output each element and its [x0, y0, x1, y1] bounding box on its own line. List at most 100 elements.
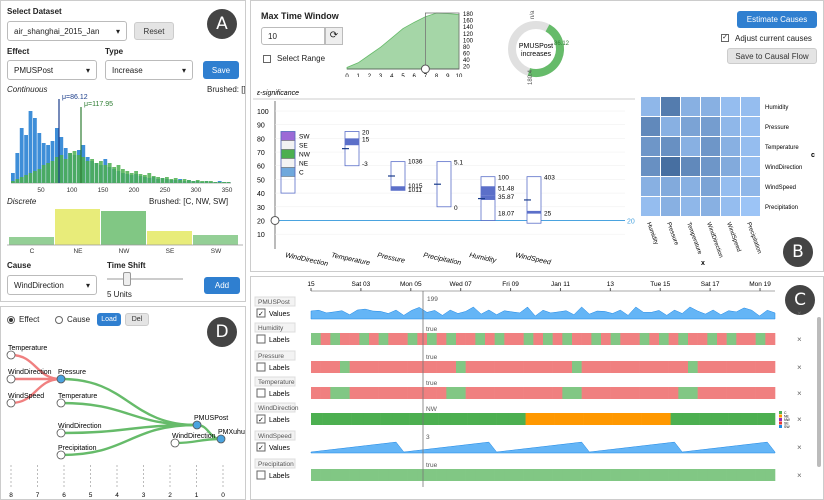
label-segment [630, 387, 640, 399]
label-segment [606, 413, 613, 425]
range-y-tick: 120 [463, 32, 474, 38]
label-segment [359, 333, 370, 345]
reset-button[interactable]: Reset [134, 22, 174, 40]
label-segment [525, 413, 532, 425]
range-x-tick: 8 [435, 74, 439, 77]
label-segment [543, 333, 553, 345]
legend-swatch [280, 131, 296, 141]
label-segment [485, 413, 492, 425]
continuous-histogram[interactable]: μ=86.12μ=117.95 50 100 150 200 250 300 350 [7, 93, 243, 201]
label-segment [504, 333, 515, 345]
hist-bar-blue [24, 135, 28, 183]
discrete-label: Discrete [7, 197, 37, 206]
label-segment [320, 333, 331, 345]
hist-bar-green [143, 175, 147, 183]
hist-bar-green [37, 169, 42, 183]
label-segment [494, 361, 505, 373]
discrete-histogram[interactable]: C NE NW SE SW [7, 205, 243, 259]
time-window-input[interactable]: 10 [261, 27, 325, 45]
hist-bar-green [28, 173, 33, 183]
panel-b-badge: B [783, 237, 813, 267]
label-segment [320, 469, 331, 481]
hist-bar-green [50, 161, 55, 183]
effect-select[interactable]: PMUSPost ▾ [7, 60, 97, 80]
significance-chart[interactable]: ε-significance10090807060504030201020SWS… [253, 87, 635, 269]
label-segment [427, 333, 437, 345]
select-range-checkbox[interactable] [263, 55, 271, 63]
save-button[interactable]: Save [203, 61, 239, 79]
matrix-cell [741, 137, 760, 156]
matrix-col-label: WindSpeed [725, 222, 741, 253]
flow-node-label: Temperature [8, 345, 47, 352]
y-tick-label: 30 [257, 205, 265, 212]
label-segment [514, 387, 524, 399]
dataset-select[interactable]: air_shanghai_2015_Jan ▾ [7, 21, 127, 41]
timeline-view[interactable]: 15 Sat 03 Mon 05 Wed 07 Fri 09 Jan 11 13 Tue 15… [251, 277, 824, 500]
save-causal-flow-button[interactable]: Save to Causal Flow [727, 48, 817, 64]
cause-radio[interactable] [55, 316, 63, 324]
del-button[interactable]: Del [125, 313, 149, 326]
estimate-causes-button[interactable]: Estimate Causes [737, 11, 817, 28]
label-segment [514, 469, 524, 481]
matrix-cell [641, 117, 660, 136]
label-segment [653, 413, 660, 425]
sig-box-fill [345, 138, 359, 146]
effect-label: Effect [7, 47, 30, 56]
flow-node [56, 428, 66, 438]
causal-flow-graph[interactable]: Temperature WindDirection Pressure WindSpee… [1, 331, 246, 500]
effect-radio[interactable] [7, 316, 15, 324]
label-segment [328, 413, 335, 425]
label-segment [417, 387, 428, 399]
label-segment [678, 361, 689, 373]
flow-node-label: WindSpeed [8, 393, 44, 400]
add-button[interactable]: Add [204, 277, 240, 294]
discrete-bar [101, 211, 146, 245]
correlation-matrix[interactable]: HumidityPressureTemperatureWindDirection… [639, 95, 823, 271]
label-segment [711, 413, 718, 425]
matrix-cell [661, 137, 680, 156]
cause-radio-label: Cause [67, 315, 91, 324]
discrete-bar [193, 235, 238, 245]
label-segment [386, 413, 393, 425]
panel-d-badge: D [207, 317, 237, 347]
range-x-tick: 6 [413, 74, 417, 77]
label-segment [649, 387, 660, 399]
wd-legend-swatch [779, 414, 782, 418]
cause-select[interactable]: WindDirection ▾ [7, 275, 97, 295]
load-button[interactable]: Load [97, 313, 121, 326]
hist-bar-green [15, 179, 20, 183]
timeshift-slider-track[interactable] [107, 278, 183, 280]
label-segment [351, 413, 358, 425]
label-segment [485, 361, 495, 373]
label-segment [398, 469, 408, 481]
matrix-cell [741, 177, 760, 196]
type-select[interactable]: Increase ▾ [105, 60, 193, 80]
flow-edge [60, 377, 198, 427]
label-segment [504, 387, 515, 399]
threshold-label: 20 [627, 218, 635, 225]
label-segment [659, 333, 669, 345]
timeshift-slider-handle[interactable] [123, 272, 131, 286]
flow-axis-tick: 6 [62, 492, 66, 499]
label-segment [755, 361, 766, 373]
x-category-label: WindSpeed [515, 252, 553, 267]
label-segment [537, 413, 544, 425]
label-segment [601, 413, 608, 425]
units-label: 5 Units [107, 290, 132, 299]
label-segment [490, 413, 497, 425]
range-y-tick: 80 [463, 45, 470, 51]
label-segment [446, 469, 457, 481]
y-tick-label: 100 [257, 109, 269, 116]
close-icon: × [797, 443, 802, 452]
label-segment [407, 333, 418, 345]
refresh-icon[interactable]: ⟳ [325, 27, 343, 45]
label-segment [340, 361, 350, 373]
scrollbar[interactable] [817, 317, 821, 467]
adjust-causes-checkbox[interactable]: ✓ [721, 34, 729, 42]
label-segment [746, 333, 756, 345]
label-segment [465, 361, 476, 373]
label-segment [601, 333, 611, 345]
row-mode-label: Values [269, 311, 290, 318]
matrix-cell [641, 157, 660, 176]
